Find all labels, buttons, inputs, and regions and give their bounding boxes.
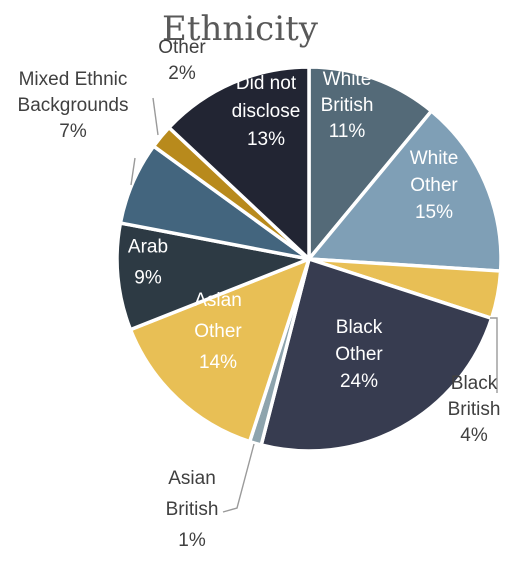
slice-category-label: Asian [168,468,216,489]
slice-value-label: 7% [59,121,87,142]
slice-label-black-other: Black Other 24% [335,317,383,392]
slice-label-asian-british: Asian British 1% [166,468,219,551]
slice-label-arab: Arab 9% [128,237,168,289]
slice-category-label: White [410,148,459,169]
slice-label-other: Other 2% [158,37,206,84]
slice-label-did-not-disclose: Did not disclose 13% [232,73,301,150]
leader-line-other [152,97,159,136]
slice-category-label: British [321,95,374,116]
pie-slices [115,65,503,453]
slice-value-label: 13% [247,129,285,150]
slice-label-white-british: White British 11% [321,69,374,142]
pie-slice-white-british [307,65,434,261]
slice-category-label: Other [335,344,383,365]
slice-label-white-other: White Other 15% [410,148,459,223]
slice-category-label: Arab [128,237,168,258]
pie-slice-black-other [259,257,494,453]
pie-slice-asian-other [128,257,311,444]
slice-category-label: Other [194,321,242,342]
slice-value-label: 14% [199,352,237,373]
slice-category-label: British [448,399,501,420]
pie-slice-white-other [307,109,503,273]
slice-value-label: 9% [134,268,162,289]
slice-category-label: Mixed Ethnic [19,69,128,90]
slice-value-label: 4% [460,425,488,446]
slice-category-label: Black [451,373,498,394]
slice-category-label: White [323,69,372,90]
slice-value-label: 1% [178,530,206,551]
slice-labels: White British 11% White Other 15% Black British… [18,37,501,551]
slice-value-label: 2% [168,63,196,84]
slice-label-asian-other: Asian Other 14% [194,290,242,373]
pie-slice-did-not-disclose [167,65,311,261]
leader-line-black-british [490,317,498,393]
chart-title: Ethnicity [162,9,319,49]
leader-line-asian-british [222,443,255,513]
slice-category-label: Black [336,317,383,338]
slice-category-label: Other [158,37,206,58]
slice-category-label: disclose [232,101,301,122]
slice-category-label: Did not [236,73,297,94]
leader-line-mixed-ethnic-backgrounds [130,157,136,186]
slice-label-mixed-ethnic-backgrounds: Mixed Ethnic Backgrounds 7% [18,69,129,142]
leader-lines [130,97,498,513]
slice-category-label: Backgrounds [18,95,129,116]
slice-label-black-british: Black British 4% [448,373,501,446]
slice-category-label: British [166,499,219,520]
slice-value-label: 15% [415,202,453,223]
slice-value-label: 11% [329,121,366,142]
slice-category-label: Other [410,175,458,196]
pie-slice-arab [115,221,311,332]
slice-value-label: 24% [340,371,378,392]
slice-category-label: Asian [194,290,242,311]
